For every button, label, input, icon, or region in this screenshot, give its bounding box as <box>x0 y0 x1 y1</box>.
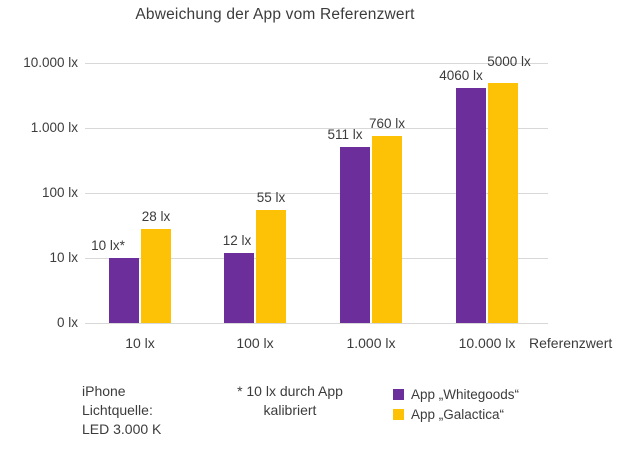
gridline <box>85 128 548 129</box>
chart-legend: App „Whitegoods“ App „Galactica“ <box>393 384 519 424</box>
bar-value-label: 4060 lx <box>439 68 483 84</box>
device-footnote-line1: iPhone <box>82 383 126 399</box>
gridline <box>85 323 548 324</box>
y-axis-tick-label: 100 lx <box>41 185 78 200</box>
y-axis-tick-label: 1.000 lx <box>30 120 78 135</box>
bar-value-label: 760 lx <box>368 115 406 131</box>
gridline <box>85 63 548 64</box>
legend-item-whitegoods: App „Whitegoods“ <box>393 384 519 404</box>
chart-title: Abweichung der App vom Referenzwert <box>135 6 415 23</box>
bar-galactica-0 <box>141 228 171 323</box>
bar-whitegoods-2 <box>340 146 370 323</box>
galactica-swatch-icon <box>393 408 404 420</box>
bar-whitegoods-3 <box>456 88 486 323</box>
whitegoods-swatch-icon <box>393 388 404 400</box>
legend-label-whitegoods: App „Whitegoods“ <box>411 386 520 402</box>
bar-value-label: 511 lx <box>327 126 363 142</box>
x-axis-category-label: 10.000 lx <box>458 335 516 351</box>
calibration-footnote-line1: * 10 lx durch App <box>237 383 343 399</box>
x-axis-title: Referenzwert <box>529 335 613 351</box>
bar-galactica-2 <box>372 135 402 323</box>
bar-galactica-1 <box>256 209 286 323</box>
y-axis-tick-label: 10 lx <box>49 250 78 265</box>
gridline <box>85 193 548 194</box>
legend-item-galactica: App „Galactica“ <box>393 404 519 424</box>
bar-value-label: 28 lx <box>141 208 171 224</box>
y-axis-tick-label: 10.000 lx <box>23 55 78 70</box>
device-footnote-line3: LED 3.000 K <box>82 421 162 437</box>
calibration-footnote-line2: kalibriert <box>263 402 317 418</box>
calibration-footnote: * 10 lx durch App kalibriert <box>215 382 365 420</box>
bar-galactica-3 <box>488 82 518 323</box>
bar-value-label: 12 lx <box>222 232 252 248</box>
bar-value-label: 55 lx <box>256 189 286 205</box>
x-axis-category-label: 1.000 lx <box>346 335 396 351</box>
gridline <box>85 258 548 259</box>
bar-value-label: 5000 lx <box>487 53 531 69</box>
x-axis-category-label: 100 lx <box>236 335 274 351</box>
x-axis-category-label: 10 lx <box>125 335 155 351</box>
bar-whitegoods-0 <box>109 258 139 323</box>
device-footnote: iPhone Lichtquelle: LED 3.000 K <box>82 382 161 439</box>
legend-label-galactica: App „Galactica“ <box>411 406 505 422</box>
y-axis-tick-label: 0 lx <box>56 315 78 330</box>
bar-value-label: 10 lx* <box>91 238 125 253</box>
bar-whitegoods-1 <box>224 252 254 323</box>
device-footnote-line2: Lichtquelle: <box>82 402 153 418</box>
